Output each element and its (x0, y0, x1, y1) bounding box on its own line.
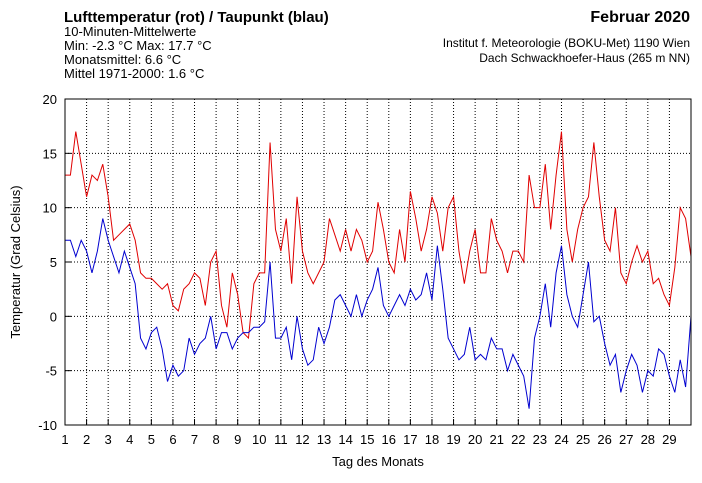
x-tick-label: 13 (317, 432, 331, 447)
x-tick-label: 24 (554, 432, 568, 447)
x-tick-label: 11 (274, 432, 288, 447)
x-tick-label: 28 (641, 432, 655, 447)
x-tick-label: 14 (338, 432, 352, 447)
x-tick-label: 26 (597, 432, 611, 447)
chart-title: Lufttemperatur (rot) / Taupunkt (blau) (64, 9, 329, 26)
x-tick-label: 7 (191, 432, 198, 447)
subtitle: 10-Minuten-Mittelwerte (64, 24, 196, 39)
y-tick-label: -10 (38, 418, 57, 433)
subtitle: Monatsmittel: 6.6 °C (64, 52, 181, 67)
x-tick-label: 5 (148, 432, 155, 447)
subtitle: Min: -2.3 °C Max: 17.7 °C (64, 38, 212, 53)
x-tick-label: 3 (105, 432, 112, 447)
x-tick-label: 20 (468, 432, 482, 447)
y-axis-label: Temperatur (Grad Celsius) (8, 185, 23, 338)
x-tick-label: 8 (212, 432, 219, 447)
y-tick-label: 10 (43, 201, 57, 216)
x-tick-label: 22 (511, 432, 525, 447)
x-tick-label: 25 (576, 432, 590, 447)
x-tick-label: 27 (619, 432, 633, 447)
y-tick-label: 15 (43, 146, 57, 161)
x-tick-label: 19 (446, 432, 460, 447)
x-axis-label: Tag des Monats (332, 454, 424, 469)
y-tick-label: -5 (45, 364, 57, 379)
x-tick-label: 12 (295, 432, 309, 447)
y-tick-label: 0 (50, 309, 57, 324)
y-tick-label: 5 (50, 255, 57, 270)
x-tick-label: 16 (382, 432, 396, 447)
x-tick-label: 1 (61, 432, 68, 447)
x-tick-label: 6 (169, 432, 176, 447)
x-tick-label: 15 (360, 432, 374, 447)
x-tick-label: 29 (662, 432, 676, 447)
x-tick-label: 23 (533, 432, 547, 447)
line-series (65, 218, 692, 409)
plot-frame (64, 98, 692, 426)
x-tick-label: 21 (489, 432, 503, 447)
line-series (65, 131, 692, 340)
title-right: Februar 2020 (590, 9, 690, 26)
y-tick-label: 20 (43, 92, 57, 107)
x-tick-label: 17 (403, 432, 417, 447)
x-tick-label: 2 (83, 432, 90, 447)
source: Dach Schwackhoefer-Haus (265 m NN) (479, 51, 690, 65)
x-tick-label: 4 (126, 432, 133, 447)
subtitle: Mittel 1971-2000: 1.6 °C (64, 66, 204, 81)
x-tick-label: 10 (252, 432, 266, 447)
x-tick-label: 9 (234, 432, 241, 447)
source: Institut f. Meteorologie (BOKU-Met) 1190… (443, 36, 690, 50)
x-tick-label: 18 (425, 432, 439, 447)
